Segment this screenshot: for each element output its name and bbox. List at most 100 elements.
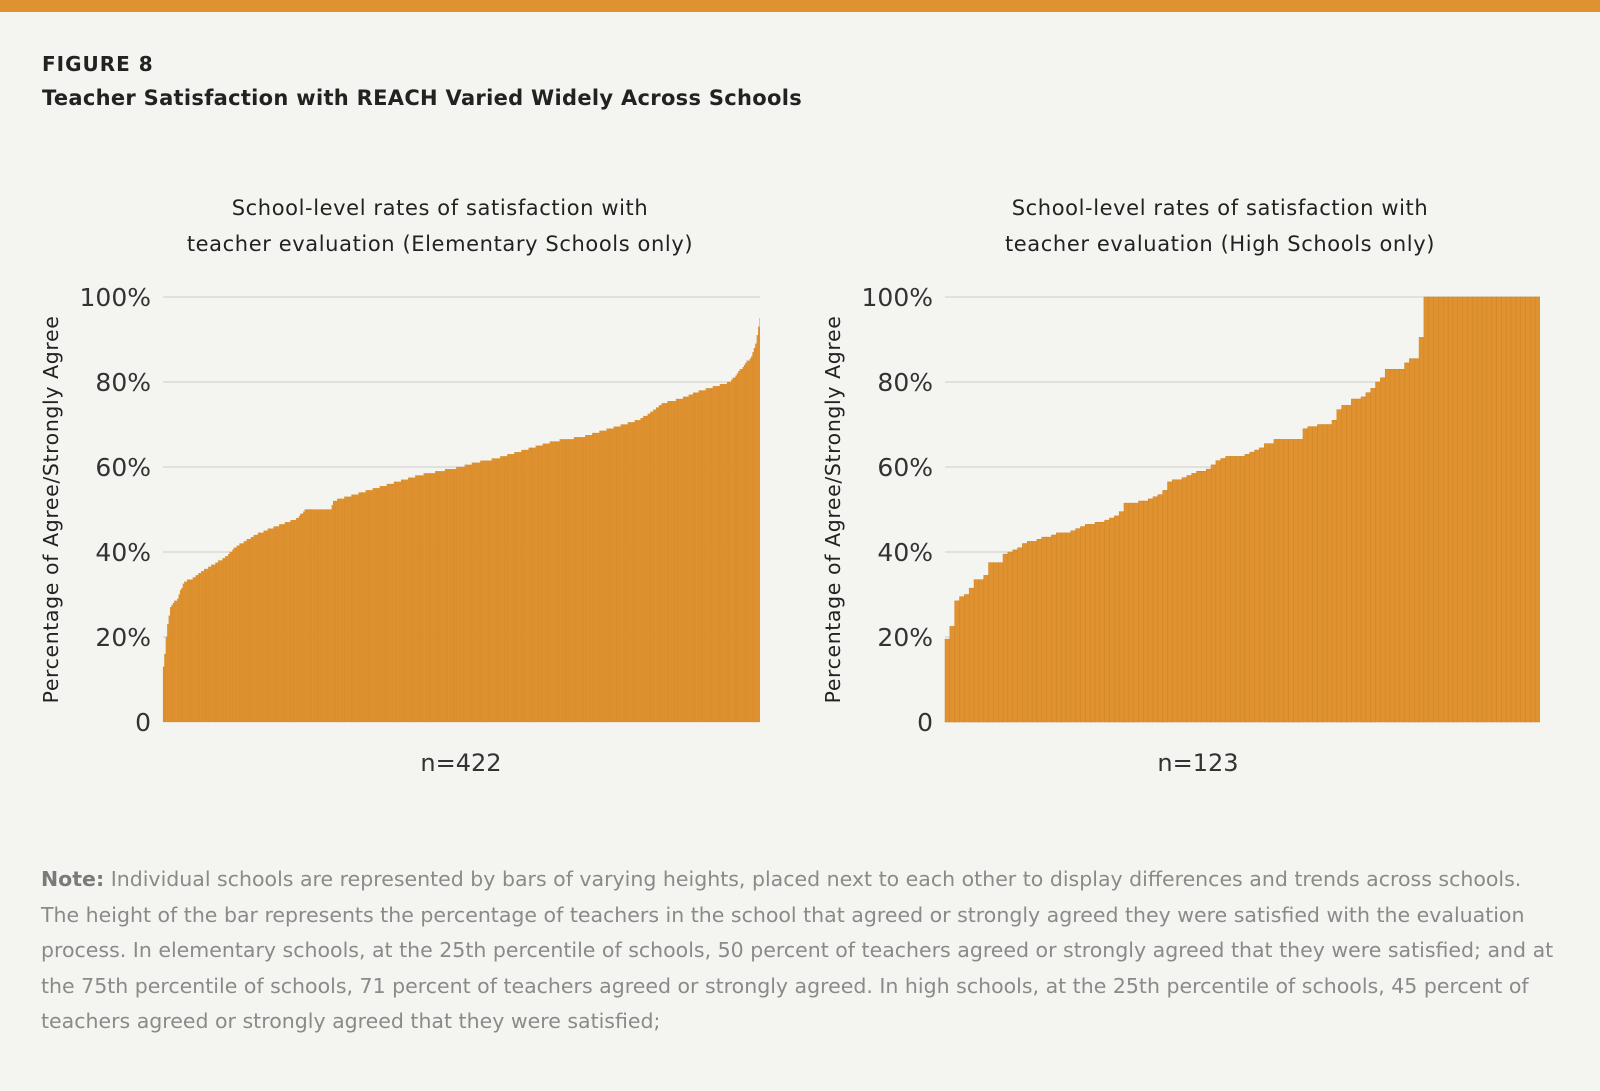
highschool-bar <box>1448 297 1453 722</box>
highschool-bar <box>1419 337 1424 722</box>
highschool-bar <box>1226 456 1231 722</box>
highschool-bar <box>955 601 960 722</box>
highschool-bar <box>1308 427 1313 722</box>
elementary-y-tick-label: 100% <box>80 283 151 312</box>
highschool-bar <box>1380 378 1385 722</box>
highschool-bar <box>1230 456 1235 722</box>
highschool-bar <box>1443 297 1448 722</box>
highschool-bar <box>1361 397 1366 722</box>
elementary-y-tick-label: 20% <box>95 623 151 652</box>
highschool-bar <box>1211 465 1216 722</box>
highschool-bar <box>989 563 994 722</box>
highschool-bar <box>1124 503 1129 722</box>
elementary-y-tick-label: 80% <box>95 368 151 397</box>
elementary-chart-panel: School-level rates of satisfaction with … <box>0 180 760 780</box>
highschool-bar <box>1003 554 1008 722</box>
highschool-bar <box>1332 420 1337 722</box>
highschool-x-axis-label: n=123 <box>1157 749 1238 777</box>
highschool-bar <box>1177 480 1182 722</box>
highschool-bar <box>1008 552 1013 722</box>
highschool-bar <box>1109 518 1114 722</box>
highschool-bar <box>1327 425 1332 723</box>
note-text: Individual schools are represented by ba… <box>41 867 1553 1033</box>
highschool-bar <box>1284 439 1289 722</box>
highschool-bar <box>1322 425 1327 723</box>
highschool-bar <box>1463 297 1468 722</box>
highschool-bar <box>1047 537 1052 722</box>
highschool-bar <box>1168 482 1173 722</box>
highschool-bar <box>1148 499 1153 722</box>
highschool-bar <box>1400 369 1405 722</box>
highschool-chart-panel: School-level rates of satisfaction with … <box>780 180 1540 780</box>
highschool-bar <box>1366 393 1371 722</box>
highschool-bar <box>1453 297 1458 722</box>
elementary-y-tick-label: 0 <box>135 708 151 737</box>
highschool-bar <box>1250 452 1255 722</box>
highschool-bar <box>1100 522 1105 722</box>
highschool-bar <box>1506 297 1511 722</box>
highschool-bar <box>1298 439 1303 722</box>
highschool-bar <box>1245 454 1250 722</box>
highschool-bar <box>1182 478 1187 722</box>
highschool-bar <box>1458 297 1463 722</box>
highschool-bar <box>979 580 984 722</box>
highschool-bar <box>1129 503 1134 722</box>
highschool-bar <box>1139 501 1144 722</box>
highschool-bar <box>1395 369 1400 722</box>
highschool-bar <box>1066 533 1071 722</box>
highschool-bar <box>1293 439 1298 722</box>
highschool-y-tick-label: 80% <box>877 368 933 397</box>
highschool-bar <box>1197 471 1202 722</box>
highschool-bar <box>1434 297 1439 722</box>
highschool-bar <box>1492 297 1497 722</box>
highschool-y-tick-label: 0 <box>917 708 933 737</box>
elementary-bars <box>163 318 760 722</box>
highschool-bar <box>1501 297 1506 722</box>
highschool-y-tick-label: 100% <box>862 283 933 312</box>
elementary-y-tick-label: 60% <box>95 453 151 482</box>
note-prefix: Note: <box>41 867 104 891</box>
highschool-bar <box>1119 512 1124 722</box>
highschool-bar <box>1511 297 1516 722</box>
highschool-bar <box>1013 550 1018 722</box>
highschool-bar <box>1032 541 1037 722</box>
elementary-y-tick-label: 40% <box>95 538 151 567</box>
highschool-bar <box>1018 548 1023 722</box>
highschool-bar <box>1516 297 1521 722</box>
highschool-bar <box>1288 439 1293 722</box>
figure-note: Note: Individual schools are represented… <box>41 862 1561 1040</box>
highschool-y-tick-label: 60% <box>877 453 933 482</box>
highschool-bar <box>1487 297 1492 722</box>
highschool-bar <box>1206 469 1211 722</box>
highschool-bar <box>1313 427 1318 722</box>
highschool-bar <box>1472 297 1477 722</box>
elementary-x-axis-label: n=422 <box>420 749 501 777</box>
highschool-bar <box>1037 539 1042 722</box>
highschool-bar <box>1342 405 1347 722</box>
highschool-bar <box>950 626 955 722</box>
highschool-bar <box>1061 533 1066 722</box>
highschool-bar <box>960 597 965 722</box>
highschool-bar <box>1158 495 1163 722</box>
highschool-bar <box>1424 297 1429 722</box>
highschool-bar <box>1163 490 1168 722</box>
highschool-bar <box>998 563 1003 722</box>
highschool-bar <box>1221 459 1226 723</box>
highschool-bar <box>1022 544 1027 723</box>
highschool-bar <box>1405 363 1410 722</box>
highschool-bar <box>984 575 989 722</box>
elementary-bar-chart: 020%40%60%80%100%Percentage of Agree/Str… <box>0 180 760 780</box>
highschool-bar <box>1187 476 1192 723</box>
highschool-bar <box>1056 533 1061 722</box>
highschool-bar <box>1477 297 1482 722</box>
highschool-y-axis-label: Percentage of Agree/Strongly Agree <box>821 316 845 704</box>
highschool-bar <box>1042 537 1047 722</box>
highschool-bar <box>1269 444 1274 722</box>
highschool-bar <box>1351 399 1356 722</box>
highschool-bar <box>945 639 950 722</box>
highschool-bar <box>1264 444 1269 722</box>
highschool-bar <box>1337 410 1342 722</box>
highschool-bar <box>1303 429 1308 722</box>
highschool-bar <box>1080 527 1085 723</box>
highschool-bar <box>1530 297 1535 722</box>
